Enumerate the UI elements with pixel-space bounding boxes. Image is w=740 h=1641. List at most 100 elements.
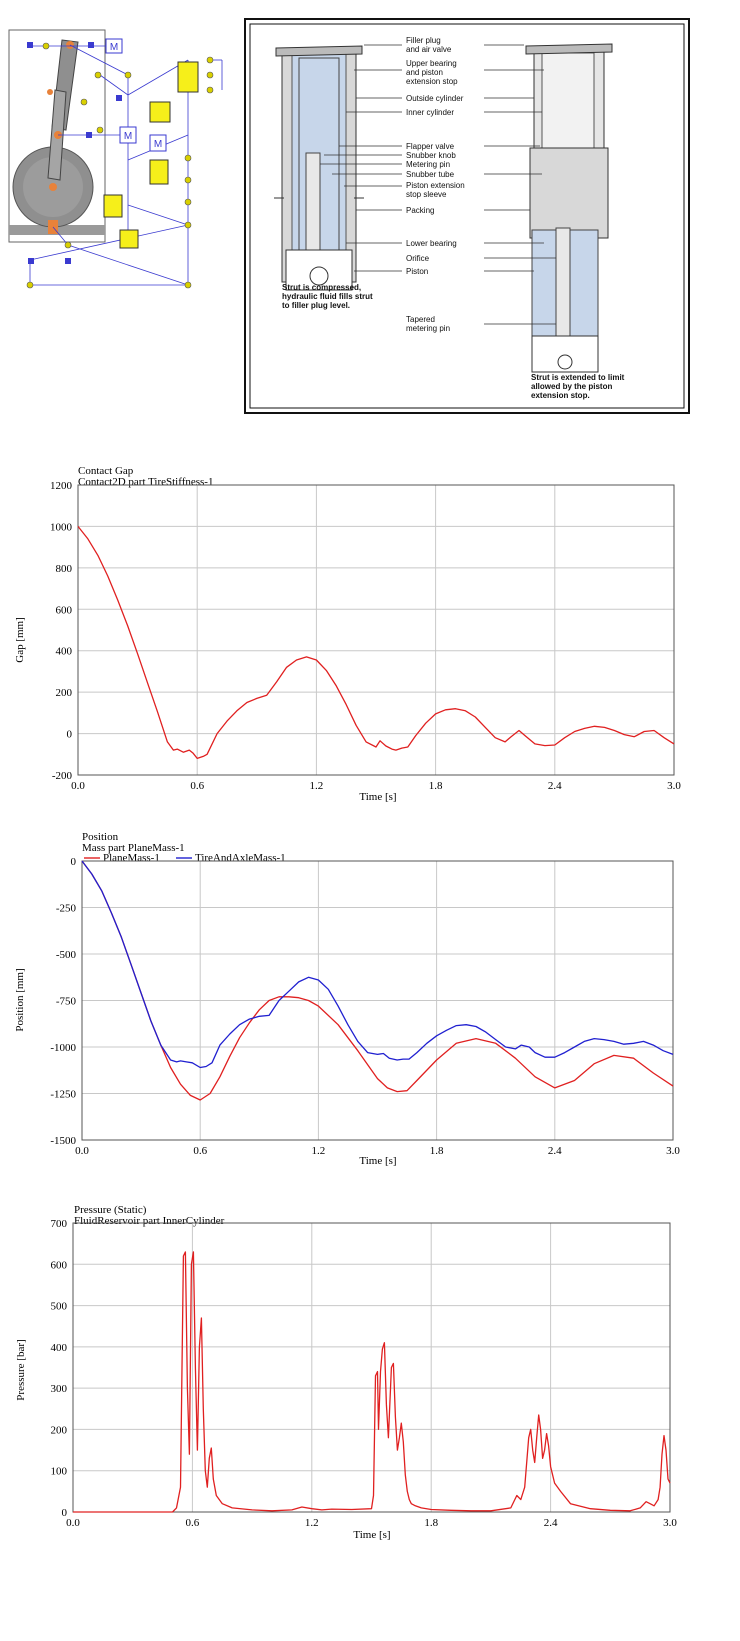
x-tick-label: 0.0: [75, 1145, 89, 1157]
mass-block-icon: [149, 134, 167, 152]
y-tick-label: 200: [56, 687, 73, 699]
y-tick-label: 500: [51, 1301, 68, 1313]
chart-title: Pressure (Static): [74, 1204, 147, 1216]
callout-snubber-knob: Snubber knob: [406, 151, 456, 160]
x-tick-label: 3.0: [667, 780, 681, 792]
callout-snubber-tube: Snubber tube: [406, 170, 455, 179]
y-tick-label: -750: [56, 996, 77, 1008]
y-tick-label: 0: [71, 856, 77, 868]
plot-frame: [81, 860, 674, 1141]
series-line-tireandaxlemass-1: [81, 860, 674, 1069]
x-tick-label: 0.6: [186, 1517, 200, 1529]
x-axis-label: Time [s]: [359, 791, 396, 803]
callout-metering-pin: Metering pin: [406, 160, 450, 169]
x-tick-label: 0.6: [193, 1145, 207, 1157]
y-tick-label: -500: [56, 949, 77, 961]
caption-left-3: to filler plug level.: [282, 301, 350, 310]
y-tick-label: 0: [67, 729, 73, 741]
svg-text:Strut is compressed,hydraulic: Strut is compressed, hydraulic fluid fill…: [282, 283, 373, 310]
mass-block-label: M: [124, 131, 132, 142]
strut-compressed: [274, 45, 364, 291]
x-axis-label: Time [s]: [353, 1529, 390, 1541]
callout-upper-1: Upper bearing: [406, 59, 457, 68]
caption-left-1: Strut is compressed,: [282, 283, 361, 292]
chart-title: Position: [82, 831, 119, 843]
mass-block-icon: [105, 38, 123, 54]
x-tick-label: 2.4: [548, 1145, 562, 1157]
callout-tapered-1: Tapered: [406, 315, 435, 324]
callout-filler-2: and air valve: [406, 45, 452, 54]
x-tick-label: 1.8: [424, 1517, 438, 1529]
y-tick-label: 600: [51, 1259, 68, 1271]
x-tick-label: 3.0: [663, 1517, 677, 1529]
x-tick-label: 3.0: [666, 1145, 680, 1157]
chart-subtitle: FluidReservoir part InnerCylinder: [74, 1215, 225, 1227]
contact-gap-chart: Contact Gap Contact2D part TireStiffness…: [14, 465, 681, 803]
callout-piston: Piston: [406, 267, 428, 276]
legend-label-tireaxle: TireAndAxleMass-1: [195, 852, 286, 864]
y-tick-label: 400: [56, 646, 73, 658]
chart-title: Contact Gap: [78, 465, 134, 477]
y-tick-label: 200: [51, 1424, 68, 1436]
y-tick-label: 600: [56, 604, 73, 616]
x-tick-label: 0.0: [66, 1517, 80, 1529]
y-tick-label: -1250: [50, 1089, 76, 1101]
y-tick-label: 100: [51, 1466, 68, 1478]
callout-filler-1: Filler plug: [406, 36, 441, 45]
y-tick-label: 300: [51, 1383, 68, 1395]
x-axis-label: Time [s]: [359, 1155, 396, 1167]
callout-sleeve-2: stop sleeve: [406, 190, 447, 199]
x-tick-label: 2.4: [548, 780, 562, 792]
chart-subtitle: Contact2D part TireStiffness-1: [78, 476, 213, 488]
legend: PlaneMass-1 TireAndAxleMass-1: [84, 852, 286, 864]
y-tick-label: 400: [51, 1342, 68, 1354]
mass-block-label: M: [154, 139, 162, 150]
mass-block-icon: [119, 126, 137, 144]
callout-lower-bearing: Lower bearing: [406, 239, 457, 248]
y-tick-label: 1200: [50, 480, 73, 492]
y-tick-label: 700: [51, 1218, 68, 1230]
x-tick-label: 0.6: [190, 780, 204, 792]
callout-tapered-2: metering pin: [406, 324, 450, 333]
y-axis-label: Gap [mm]: [14, 617, 26, 663]
callout-packing: Packing: [406, 206, 434, 215]
x-tick-label: 1.2: [312, 1145, 326, 1157]
series-line-planemass-1: [81, 860, 674, 1101]
landing-gear-schematic: M M M: [8, 29, 223, 289]
series-line-series-0: [77, 525, 675, 760]
legend-label-planemass: PlaneMass-1: [103, 852, 160, 864]
callout-outside-cylinder: Outside cylinder: [406, 94, 464, 103]
callout-orifice: Orifice: [406, 254, 430, 263]
callout-inner-cylinder: Inner cylinder: [406, 108, 454, 117]
hydraulic-blocks: [103, 61, 199, 249]
x-tick-label: 1.8: [429, 780, 443, 792]
y-tick-label: -250: [56, 903, 77, 915]
caption-right-3: extension stop.: [531, 391, 590, 400]
y-tick-label: 800: [56, 563, 73, 575]
y-tick-label: 0: [62, 1507, 68, 1519]
mass-block-label: M: [110, 42, 118, 53]
y-tick-label: -200: [52, 770, 73, 782]
series-line-series-0: [73, 1251, 671, 1513]
x-tick-label: 2.4: [544, 1517, 558, 1529]
y-axis-label: Pressure [bar]: [15, 1339, 27, 1400]
callout-flapper-valve: Flapper valve: [406, 142, 455, 151]
x-tick-label: 1.2: [310, 780, 324, 792]
caption-right-1: Strut is extended to limit: [531, 373, 625, 382]
callout-sleeve-1: Piston extension: [406, 181, 465, 190]
callout-upper-2: and piston: [406, 68, 443, 77]
plot-frame: [77, 484, 675, 776]
y-tick-label: -1500: [50, 1135, 76, 1147]
x-tick-label: 1.2: [305, 1517, 319, 1529]
schematic-nodes: [26, 42, 214, 289]
x-tick-label: 0.0: [71, 780, 85, 792]
y-axis-label: Position [mm]: [14, 968, 26, 1031]
caption-right-2: allowed by the piston: [531, 382, 612, 391]
plot-frame: [72, 1222, 671, 1513]
strut-extended: [525, 43, 613, 373]
y-tick-label: -1000: [50, 1042, 76, 1054]
